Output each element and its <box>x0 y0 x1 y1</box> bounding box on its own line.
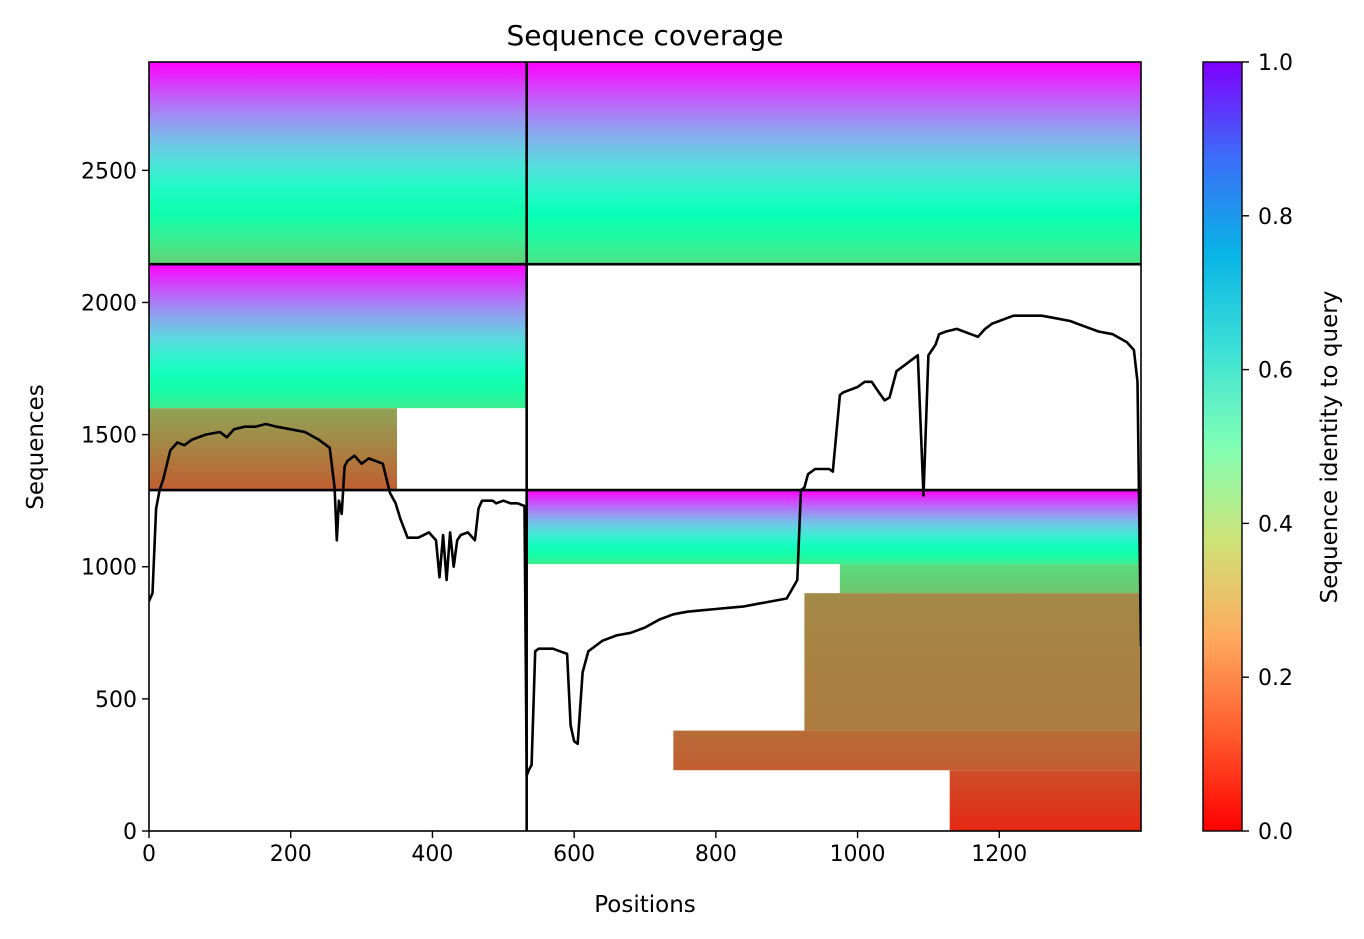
x-tick-label: 400 <box>411 842 453 867</box>
colorbar-tick-label: 1.0 <box>1258 51 1293 76</box>
colorbar-ticks: 0.0 0.2 0.4 0.6 0.8 1.0 <box>1242 51 1293 845</box>
coverage-block <box>839 564 1141 594</box>
x-tick-label: 1200 <box>971 842 1027 867</box>
coverage-block <box>804 593 1141 731</box>
colorbar-tick-label: 0.2 <box>1258 666 1293 691</box>
x-axis-ticks: 0 200 400 600 800 1000 1200 <box>142 831 1027 867</box>
coverage-blocks <box>149 62 1141 831</box>
y-tick-label: 0 <box>123 820 137 845</box>
y-tick-label: 500 <box>95 688 137 713</box>
y-axis-ticks: 0 500 1000 1500 2000 2500 <box>81 159 149 845</box>
y-tick-label: 1500 <box>81 424 137 449</box>
colorbar-label: Sequence identity to query <box>1317 291 1343 604</box>
coverage-block <box>149 264 527 409</box>
x-tick-label: 0 <box>142 842 156 867</box>
colorbar-tick-label: 0.8 <box>1258 205 1293 230</box>
chart-title: Sequence coverage <box>506 19 783 52</box>
x-tick-label: 200 <box>270 842 312 867</box>
coverage-block <box>526 62 1141 265</box>
coverage-block <box>149 62 527 265</box>
y-tick-label: 2500 <box>81 159 137 184</box>
colorbar-tick-label: 0.0 <box>1258 820 1293 845</box>
colorbar <box>1202 61 1243 832</box>
coverage-line <box>149 314 1141 777</box>
x-tick-label: 800 <box>695 842 737 867</box>
plot-frame <box>148 61 1142 832</box>
coverage-block <box>673 730 1141 771</box>
coverage-block <box>949 770 1141 831</box>
coverage-block <box>526 490 1141 565</box>
y-tick-label: 2000 <box>81 291 137 316</box>
y-axis-label: Sequences <box>23 384 49 509</box>
x-tick-label: 1000 <box>830 842 886 867</box>
colorbar-tick-label: 0.4 <box>1258 512 1293 537</box>
colorbar-tick-label: 0.6 <box>1258 359 1293 384</box>
x-tick-label: 600 <box>553 842 595 867</box>
y-tick-label: 1000 <box>81 556 137 581</box>
coverage-block <box>149 408 397 491</box>
x-axis-label: Positions <box>594 892 696 918</box>
